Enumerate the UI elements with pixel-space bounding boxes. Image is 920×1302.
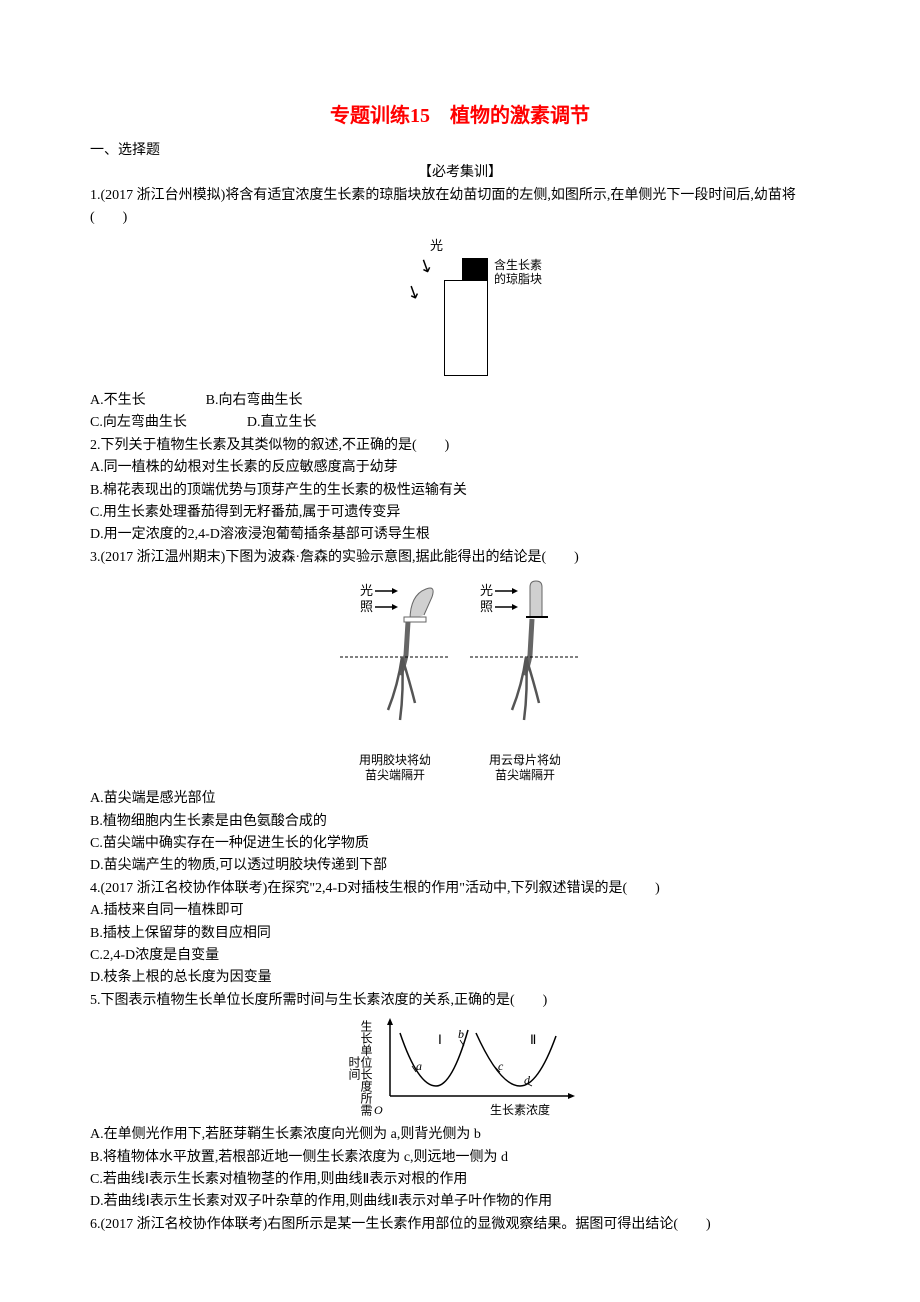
q4-opt-a: A.插枝来自同一植株即可	[90, 900, 830, 922]
q4-opt-b: B.插枝上保留芽的数目应相同	[90, 923, 830, 945]
agar-label: 含生长素 的琼脂块	[494, 258, 542, 287]
section-header: 一、选择题	[90, 140, 830, 162]
curve2-label: Ⅱ	[530, 1032, 536, 1047]
light-right-1: 光	[480, 583, 493, 598]
q6-text: 6.(2017 浙江名校协作体联考)右图所示是某一生长素作用部位的显微观察结果。…	[90, 1214, 830, 1236]
q4-opt-c: C.2,4-D浓度是自变量	[90, 945, 830, 967]
q1-opt-a: A.不生长	[90, 390, 146, 412]
q3-svg: 光 照 光 照	[330, 575, 590, 745]
q5-opt-d: D.若曲线Ⅰ表示生长素对双子叶杂草的作用,则曲线Ⅱ表示对单子叶作物的作用	[90, 1191, 830, 1213]
agar-block	[462, 258, 488, 280]
x-axis-label: 生长素浓度	[490, 1101, 550, 1120]
q3-label-right-2: 苗尖端隔开	[495, 768, 555, 782]
q3-label-left-2: 苗尖端隔开	[365, 768, 425, 782]
q3-opt-b: B.植物细胞内生长素是由色氨酸合成的	[90, 811, 830, 833]
agar-label-line1: 含生长素	[494, 258, 542, 272]
q5-chart-svg: Ⅰ a b Ⅱ c d	[380, 1018, 580, 1104]
q3-label-left-1: 用明胶块将幼	[359, 753, 431, 767]
q2-opt-d: D.用一定浓度的2,4-D溶液浸泡葡萄插条基部可诱导生根	[90, 524, 830, 546]
q2-opt-a: A.同一植株的幼根对生长素的反应敏感度高于幼芽	[90, 457, 830, 479]
q3-label-left: 用明胶块将幼 苗尖端隔开	[359, 753, 431, 782]
q3-text: 3.(2017 浙江温州期末)下图为波森·詹森的实验示意图,据此能得出的结论是(…	[90, 547, 830, 569]
seedling-rect	[444, 280, 488, 376]
q3-figure: 光 照 光 照 用明胶块将幼 苗尖端隔开	[90, 575, 830, 782]
q1-opt-d: D.直立生长	[247, 412, 317, 434]
q2-opt-c: C.用生长素处理番茄得到无籽番茄,属于可遗传变异	[90, 502, 830, 524]
q3-opt-d: D.苗尖端产生的物质,可以透过明胶块传递到下部	[90, 855, 830, 877]
q4-opt-d: D.枝条上根的总长度为因变量	[90, 967, 830, 989]
light-arrow-icon: ↘↘	[401, 249, 439, 308]
q5-opt-a: A.在单侧光作用下,若胚芽鞘生长素浓度向光侧为 a,则背光侧为 b	[90, 1124, 830, 1146]
point-a: a	[416, 1059, 422, 1073]
q1-opt-b: B.向右弯曲生长	[206, 390, 303, 412]
q5-text: 5.下图表示植物生长单位长度所需时间与生长素浓度的关系,正确的是( )	[90, 990, 830, 1012]
light-right-2: 照	[480, 599, 493, 614]
q2-text: 2.下列关于植物生长素及其类似物的叙述,不正确的是( )	[90, 435, 830, 457]
q1-opt-c: C.向左弯曲生长	[90, 412, 187, 434]
q1-figure: 光 ↘↘ 含生长素 的琼脂块	[90, 236, 830, 384]
light-left-2: 照	[360, 599, 373, 614]
y-axis-label: 生长单位长度所需时间	[348, 1018, 372, 1118]
q3-label-right: 用云母片将幼 苗尖端隔开	[489, 753, 561, 782]
q2-opt-b: B.棉花表现出的顶端优势与顶芽产生的生长素的极性运输有关	[90, 480, 830, 502]
q4-text: 4.(2017 浙江名校协作体联考)在探究"2,4-D对插枝生根的作用"活动中,…	[90, 878, 830, 900]
q3-label-right-1: 用云母片将幼	[489, 753, 561, 767]
point-b: b	[458, 1027, 464, 1041]
q5-opt-b: B.将植物体水平放置,若根部近地一侧生长素浓度为 c,则远地一侧为 d	[90, 1147, 830, 1169]
curve1-label: Ⅰ	[438, 1032, 442, 1047]
q3-opt-c: C.苗尖端中确实存在一种促进生长的化学物质	[90, 833, 830, 855]
center-exam-label: 【必考集训】	[90, 162, 830, 184]
agar-label-line2: 的琼脂块	[494, 272, 542, 286]
q5-opt-c: C.若曲线Ⅰ表示生长素对植物茎的作用,则曲线Ⅱ表示对根的作用	[90, 1169, 830, 1191]
q1-text: 1.(2017 浙江台州模拟)将含有适宜浓度生长素的琼脂块放在幼苗切面的左侧,如…	[90, 185, 830, 230]
q3-opt-a: A.苗尖端是感光部位	[90, 788, 830, 810]
q5-figure: 生长单位长度所需时间 Ⅰ a b Ⅱ c d O 生长素浓度	[90, 1018, 830, 1118]
origin-label: O	[374, 1101, 383, 1120]
light-left-1: 光	[360, 583, 373, 598]
page-title: 专题训练15 植物的激素调节	[90, 100, 830, 132]
